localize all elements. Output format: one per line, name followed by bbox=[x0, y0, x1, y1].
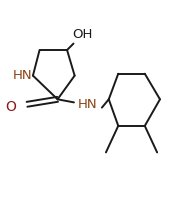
Text: OH: OH bbox=[72, 28, 92, 41]
Text: HN: HN bbox=[78, 98, 98, 112]
Text: HN: HN bbox=[13, 69, 32, 82]
Text: O: O bbox=[6, 100, 17, 114]
